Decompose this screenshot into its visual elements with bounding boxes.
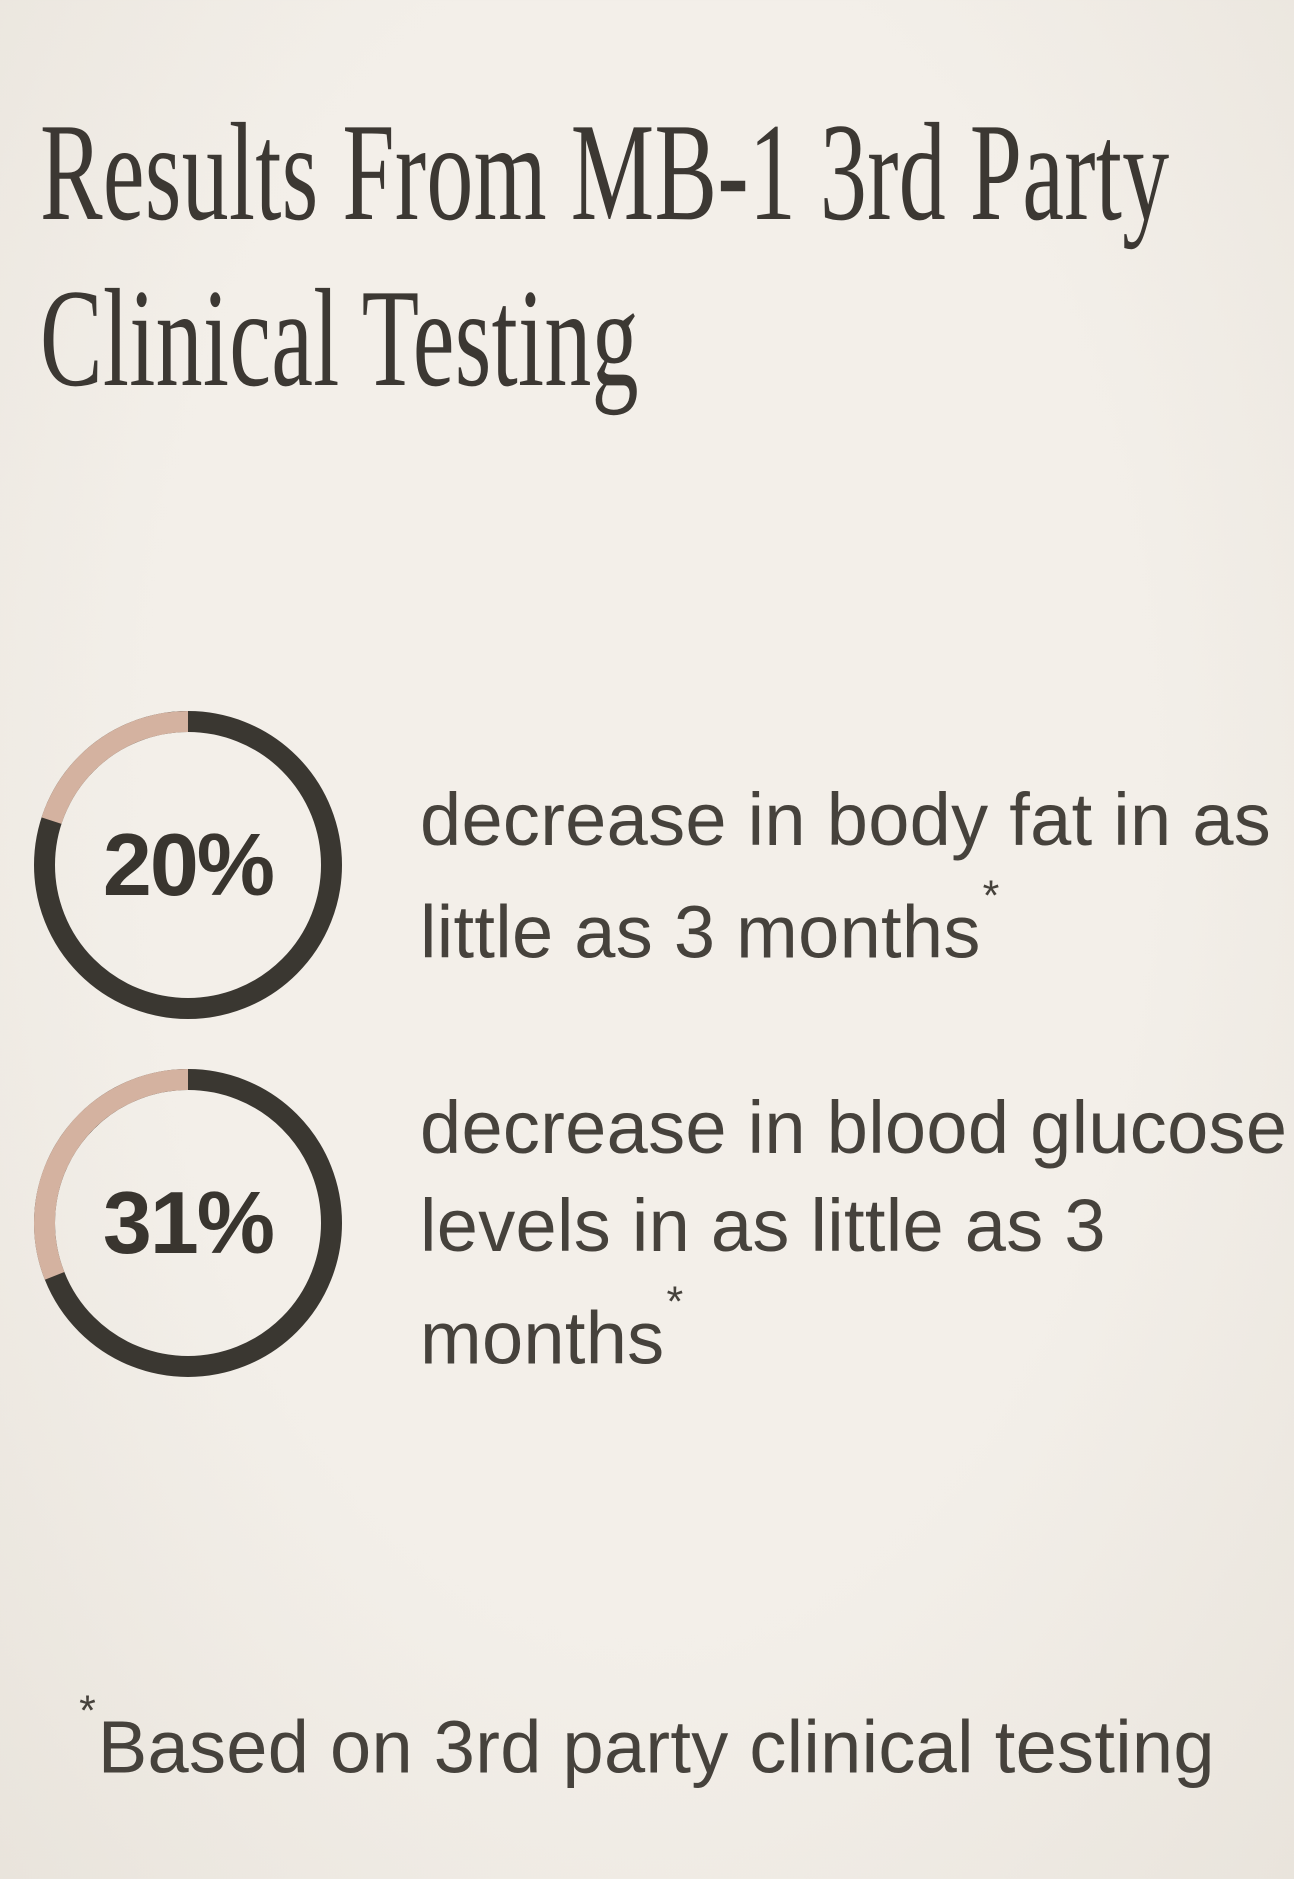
stat-description-line: decrease in blood glucose <box>420 1086 1288 1169</box>
stat-description-blood-glucose: decrease in blood glucose levels in as l… <box>420 1079 1294 1388</box>
page-title-line-2: Clinical Testing <box>40 261 639 416</box>
footnote-marker-asterisk: * <box>666 1277 684 1326</box>
donut-ring-value-arc <box>41 711 189 825</box>
stat-description-line: levels in as little as 3 <box>420 1184 1106 1267</box>
footnote-marker-asterisk: * <box>982 871 1000 920</box>
footnote-marker-asterisk: * <box>79 1686 96 1735</box>
donut-ring-svg <box>34 711 342 1019</box>
stat-description-line: months* <box>420 1277 684 1380</box>
footnote: *Based on 3rd party clinical testing <box>0 1684 1294 1797</box>
donut-ring-value-arc <box>34 1069 189 1280</box>
donut-ring-svg <box>34 1069 342 1377</box>
stat-description-body-fat: decrease in body fat in as little as 3 m… <box>420 771 1294 982</box>
page-title-line-1: Results From MB-1 3rd Party <box>40 95 1170 250</box>
percent-label: 31% <box>102 1173 275 1272</box>
footnote-text: Based on 3rd party clinical testing <box>97 1705 1215 1789</box>
percent-label: 20% <box>102 815 275 914</box>
donut-chart-blood-glucose: 31% <box>33 1068 343 1378</box>
stat-description-line: little as 3 months* <box>420 871 1000 974</box>
donut-chart-body-fat: 20% <box>33 710 343 1020</box>
page-title: Results From MB-1 3rd Party Clinical Tes… <box>40 90 1169 422</box>
stat-description-line: decrease in body fat in as <box>420 778 1272 861</box>
